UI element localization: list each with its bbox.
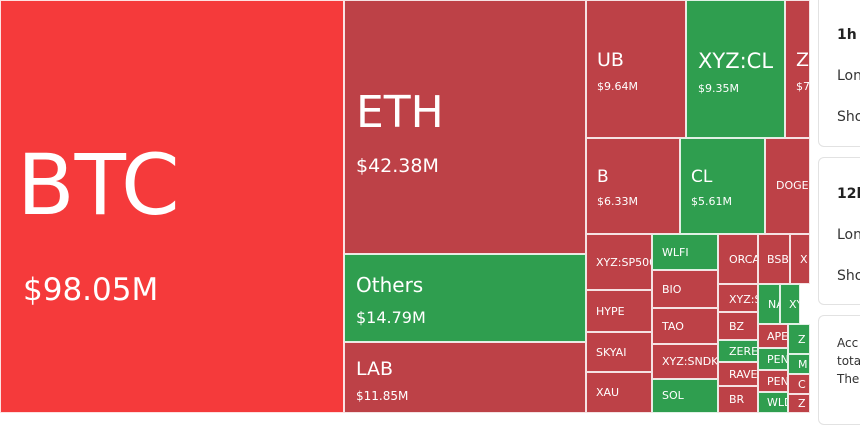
tile-bsb[interactable]: BSB xyxy=(758,234,790,284)
tile-symbol: LAB xyxy=(356,358,394,380)
tile-symbol: TAO xyxy=(662,320,684,333)
tile-symbol: X xyxy=(800,253,808,266)
tile-symbol: BSB xyxy=(767,253,789,266)
tile-pen-2[interactable]: PEN xyxy=(758,370,788,392)
tile-btc[interactable]: BTC $98.05M xyxy=(0,0,344,413)
tile-bio[interactable]: BIO xyxy=(652,270,718,308)
tile-value: $9.64M xyxy=(597,80,638,93)
tile-c[interactable]: C xyxy=(788,374,810,394)
tile-eth[interactable]: ETH $42.38M xyxy=(344,0,586,254)
tile-z[interactable]: Z $7 xyxy=(785,0,810,138)
tile-wlfi[interactable]: WLFI xyxy=(652,234,718,270)
tile-value: $7 xyxy=(796,80,810,93)
tile-zere[interactable]: ZERE xyxy=(718,340,758,362)
info-line: The xyxy=(837,372,860,386)
tile-xy[interactable]: XY xyxy=(780,284,800,324)
tile-symbol: Z xyxy=(798,397,806,410)
tile-symbol: SKYAI xyxy=(596,346,627,359)
tile-symbol: ORCA xyxy=(729,253,758,266)
tile-symbol: C xyxy=(798,378,806,391)
info-line: tota xyxy=(837,354,860,368)
tile-tao[interactable]: TAO xyxy=(652,308,718,344)
card-period: 12h xyxy=(837,186,860,202)
tile-symbol: SOL xyxy=(662,389,684,402)
tile-m[interactable]: M xyxy=(788,354,810,374)
tile-symbol: XYZ:SP500 xyxy=(596,256,652,269)
tile-symbol: WLFI xyxy=(662,246,689,259)
tile-symbol: XY xyxy=(789,298,799,311)
info-line: Acc xyxy=(837,336,859,350)
tile-symbol: BTC xyxy=(17,136,180,234)
card-short-label: Sho xyxy=(837,109,860,125)
tile-symbol: RAVE xyxy=(729,368,758,381)
tile-rave[interactable]: RAVE xyxy=(718,362,758,386)
tile-symbol: PEN xyxy=(767,353,788,366)
tile-xyz-cl[interactable]: XYZ:CL $9.35M xyxy=(686,0,785,138)
card-period: 1h xyxy=(837,27,857,43)
tile-symbol: Others xyxy=(356,273,424,297)
liquidation-treemap: BTC $98.05M ETH $42.38M Others $14.79M L… xyxy=(0,0,810,413)
tile-na[interactable]: NA xyxy=(758,284,780,324)
tile-symbol: XAU xyxy=(596,386,620,399)
summary-card-12h: 12h Lon Sho xyxy=(818,157,860,305)
tile-symbol: Z xyxy=(796,49,810,71)
tile-b[interactable]: B $6.33M xyxy=(586,138,680,234)
tile-value: $6.33M xyxy=(597,195,638,208)
card-long-label: Lon xyxy=(837,227,860,243)
tile-xau[interactable]: XAU xyxy=(586,372,652,413)
tile-xyz-sndk[interactable]: XYZ:SNDK xyxy=(652,344,718,379)
tile-value: $5.61M xyxy=(691,195,732,208)
tile-symbol: APE xyxy=(767,330,788,343)
tile-symbol: BZ xyxy=(729,320,745,333)
tile-symbol: Z xyxy=(798,333,806,346)
tile-value: $11.85M xyxy=(356,389,409,403)
tile-symbol: XYZ:SNDK xyxy=(662,355,718,368)
tile-wld[interactable]: WLD xyxy=(758,392,788,413)
tile-xyz-s[interactable]: XYZ:S xyxy=(718,284,758,312)
liquidation-summary-sidebar: 1h Lon Sho 12h Lon Sho Acc tota The xyxy=(818,0,860,425)
tile-sol[interactable]: SOL xyxy=(652,379,718,413)
tile-xyz-sp500[interactable]: XYZ:SP500 xyxy=(586,234,652,290)
card-short-label: Sho xyxy=(837,268,860,284)
tile-symbol: ZERE xyxy=(729,345,758,358)
tile-symbol: ETH xyxy=(356,87,444,138)
tile-symbol: NA xyxy=(768,298,779,311)
tile-z-small-2[interactable]: Z xyxy=(788,394,810,413)
tile-hype[interactable]: HYPE xyxy=(586,290,652,332)
tile-lab[interactable]: LAB $11.85M xyxy=(344,342,586,413)
tile-symbol: XYZ:S xyxy=(729,293,757,306)
tile-value: $14.79M xyxy=(356,308,426,327)
tile-symbol: HYPE xyxy=(596,305,625,318)
info-card: Acc tota The xyxy=(818,315,860,425)
tile-skyai[interactable]: SKYAI xyxy=(586,332,652,372)
tile-bz[interactable]: BZ xyxy=(718,312,758,340)
tile-symbol: XYZ:CL xyxy=(698,49,774,73)
tile-cl[interactable]: CL $5.61M xyxy=(680,138,765,234)
tile-symbol: UB xyxy=(597,49,624,71)
tile-x[interactable]: X xyxy=(790,234,810,284)
tile-orca[interactable]: ORCA xyxy=(718,234,758,284)
tile-value: $42.38M xyxy=(356,155,439,177)
tile-symbol: B xyxy=(597,167,609,187)
tile-symbol: M xyxy=(798,358,808,371)
summary-card-1h: 1h Lon Sho xyxy=(818,0,860,147)
card-long-label: Lon xyxy=(837,68,860,84)
tile-symbol: BIO xyxy=(662,283,682,296)
tile-br[interactable]: BR xyxy=(718,386,758,413)
tile-symbol: BR xyxy=(729,393,745,406)
tile-symbol: PEN xyxy=(767,375,788,388)
tile-doge[interactable]: DOGE xyxy=(765,138,810,234)
tile-others[interactable]: Others $14.79M xyxy=(344,254,586,342)
tile-ape[interactable]: APE xyxy=(758,324,788,348)
tile-pen[interactable]: PEN xyxy=(758,348,788,370)
tile-symbol: CL xyxy=(691,167,713,187)
tile-value: $98.05M xyxy=(23,272,159,308)
tile-z-small[interactable]: Z xyxy=(788,324,810,354)
tile-symbol: WLD xyxy=(767,396,787,409)
tile-symbol: DOGE xyxy=(776,179,809,192)
tile-value: $9.35M xyxy=(698,82,739,95)
tile-ub[interactable]: UB $9.64M xyxy=(586,0,686,138)
